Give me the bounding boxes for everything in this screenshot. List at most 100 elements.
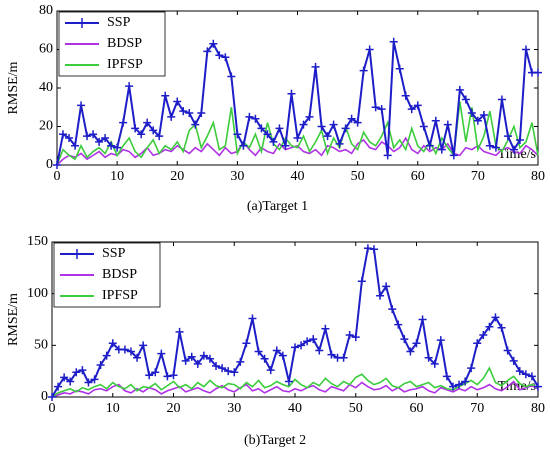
marker <box>145 371 154 380</box>
marker <box>365 45 374 54</box>
marker <box>515 135 524 144</box>
marker <box>163 372 172 381</box>
marker <box>236 357 245 366</box>
marker <box>175 327 184 336</box>
marker <box>84 378 93 387</box>
x-tick-label: 40 <box>291 169 305 184</box>
marker <box>157 349 166 358</box>
marker <box>473 116 482 125</box>
y-tick-label: 40 <box>39 80 53 95</box>
marker <box>467 364 476 373</box>
marker <box>436 336 445 345</box>
marker <box>388 305 397 314</box>
marker <box>169 371 178 380</box>
y-tick-label: 0 <box>46 157 53 172</box>
marker <box>269 137 278 146</box>
marker <box>521 45 530 54</box>
y-tick-label: 20 <box>39 119 53 134</box>
marker <box>291 343 299 352</box>
marker <box>448 382 457 391</box>
marker <box>72 368 81 377</box>
marker <box>275 124 284 133</box>
marker <box>251 114 260 123</box>
marker <box>254 347 263 356</box>
marker <box>167 112 176 121</box>
marker <box>317 122 326 131</box>
marker <box>263 130 272 139</box>
x-tick-label: 50 <box>351 169 365 184</box>
marker <box>371 103 380 112</box>
marker <box>521 370 530 379</box>
y-axis-label: RMSE/m <box>6 293 21 346</box>
marker <box>227 72 236 81</box>
marker <box>359 66 368 75</box>
marker <box>83 132 92 141</box>
marker <box>389 37 398 46</box>
marker <box>376 291 385 300</box>
marker <box>151 368 160 377</box>
marker <box>126 347 135 356</box>
x-tick-label: 20 <box>170 169 184 184</box>
marker <box>120 345 129 354</box>
marker <box>479 110 488 119</box>
marker <box>96 360 105 369</box>
legend-label: SSP <box>107 15 131 30</box>
x-tick-label: 0 <box>54 169 61 184</box>
marker <box>303 337 312 346</box>
x-tick-label: 70 <box>471 169 485 184</box>
marker <box>329 120 338 129</box>
marker <box>419 122 428 131</box>
marker <box>78 366 87 375</box>
marker <box>503 346 512 355</box>
marker <box>424 353 433 362</box>
marker <box>467 109 476 118</box>
y-axis-label: RMSE/m <box>6 61 21 114</box>
marker <box>197 109 206 118</box>
x-tick-label: 80 <box>531 401 545 416</box>
marker <box>437 145 446 154</box>
marker <box>248 314 257 323</box>
marker <box>509 356 518 365</box>
y-tick-label: 100 <box>27 286 48 301</box>
marker <box>278 351 287 360</box>
marker <box>193 359 202 368</box>
marker <box>430 359 439 368</box>
marker <box>369 245 378 254</box>
marker <box>461 95 470 104</box>
marker <box>284 377 293 386</box>
marker <box>418 315 427 324</box>
marker <box>534 382 542 391</box>
marker <box>90 375 99 384</box>
marker <box>406 347 415 356</box>
marker <box>323 132 332 141</box>
marker <box>224 367 233 376</box>
marker <box>431 116 440 125</box>
y-tick-label: 0 <box>41 389 48 404</box>
marker <box>101 134 110 143</box>
marker <box>125 82 134 91</box>
marker <box>230 368 239 377</box>
marker <box>503 132 512 141</box>
legend-label: BDSP <box>107 36 142 51</box>
marker <box>143 118 152 127</box>
marker <box>191 120 200 129</box>
x-axis-label: Time/s <box>498 147 536 162</box>
marker <box>485 322 494 331</box>
marker <box>394 320 403 329</box>
marker <box>383 151 392 160</box>
marker <box>327 350 336 359</box>
marker <box>473 339 482 348</box>
marker <box>527 372 536 381</box>
x-tick-label: 10 <box>110 169 124 184</box>
marker <box>412 339 421 348</box>
marker <box>534 68 542 77</box>
marker <box>293 134 302 143</box>
marker <box>119 118 128 127</box>
marker <box>137 130 146 139</box>
marker <box>113 143 122 152</box>
marker <box>179 107 188 116</box>
marker <box>108 339 117 348</box>
marker <box>400 335 409 344</box>
marker <box>131 124 140 133</box>
series-line <box>51 380 539 398</box>
